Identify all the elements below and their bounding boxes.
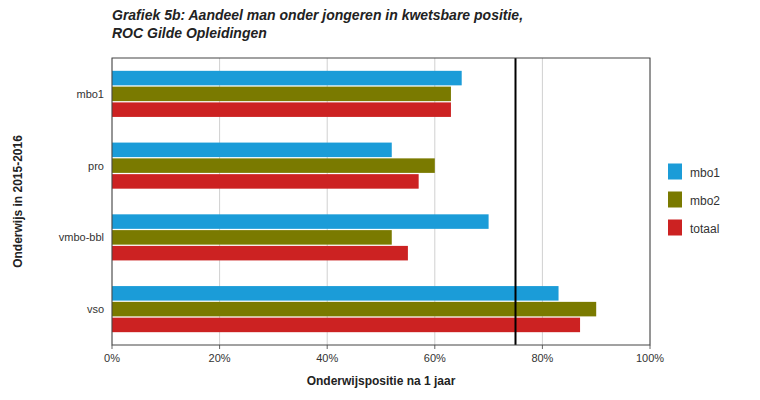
subtitle: ROC Gilde Opleidingen [112,25,267,41]
x-axis-label: Onderwijspositie na 1 jaar [307,374,456,388]
bar [112,302,596,317]
chart-container: Grafiek 5b: Aandeel man onder jongeren i… [0,0,760,400]
y-tick-label: vmbo-bbl [59,231,104,243]
bar [112,214,489,229]
title: Grafiek 5b: Aandeel man onder jongeren i… [112,7,523,23]
bar [112,318,580,333]
legend-label: mbo2 [690,194,720,208]
legend-label: mbo1 [690,166,720,180]
y-tick-label: pro [88,160,104,172]
x-tick-label: 60% [424,352,446,364]
bar [112,286,559,301]
x-tick [650,345,651,349]
reference-line [515,58,517,345]
x-tick-label: 20% [209,352,231,364]
bar [112,230,392,245]
x-tick-label: 80% [531,352,553,364]
legend-swatch [668,220,682,236]
chart: Grafiek 5b: Aandeel man onder jongeren i… [0,0,760,400]
bar [112,143,392,158]
y-axis-label: Onderwijs in 2015-2016 [11,135,25,268]
bar [112,158,435,173]
plot-frame [112,58,650,345]
x-tick [112,345,113,349]
legend-swatch [668,192,682,208]
x-tick-label: 0% [104,352,120,364]
bar [112,87,451,102]
x-tick-label: 40% [316,352,338,364]
x-tick [542,345,543,349]
bar [112,174,419,189]
legend-swatch [668,164,682,180]
bars [112,71,596,332]
y-tick-label: mbo1 [76,88,104,100]
grid [112,58,650,345]
legend: mbo1 mbo2 totaal [668,164,720,236]
x-tick [219,345,220,349]
bar [112,246,408,261]
bar [112,102,451,117]
legend-label: totaal [690,222,719,236]
x-tick [327,345,328,349]
x-tick [434,345,435,349]
bar [112,71,462,86]
y-tick-label: vso [87,303,104,315]
x-tick-label: 100% [636,352,664,364]
